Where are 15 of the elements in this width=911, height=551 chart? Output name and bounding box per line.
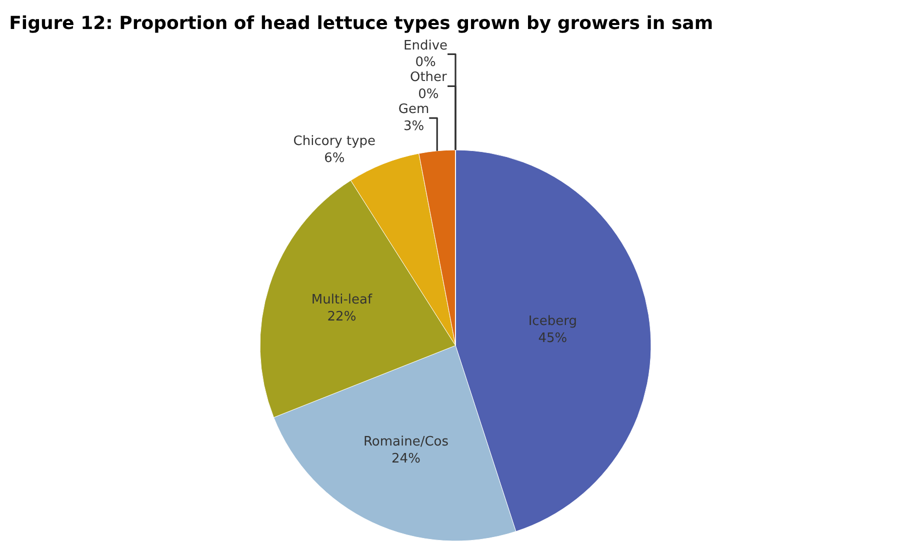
- category-label: Endive: [404, 38, 448, 54]
- slice-label: Chicory type: [293, 134, 376, 149]
- chart-title: Figure 12: Proportion of head lettuce types grown by growers in sam: [9, 13, 714, 34]
- data-label: 3%: [403, 118, 424, 134]
- slice-label: Iceberg: [528, 314, 577, 330]
- text: 0%: [418, 87, 439, 102]
- slice-label: Multi-leaf: [311, 292, 372, 308]
- data-label: 45%: [538, 331, 568, 346]
- category-label: Other: [410, 70, 447, 86]
- data-label: 24%: [392, 451, 420, 466]
- slice-label: Gem: [398, 102, 430, 118]
- text: 0%: [415, 55, 436, 70]
- slice-label: Romaine/Cos: [363, 434, 449, 450]
- data-label: 6%: [324, 150, 345, 166]
- data-label: 22%: [327, 310, 356, 325]
